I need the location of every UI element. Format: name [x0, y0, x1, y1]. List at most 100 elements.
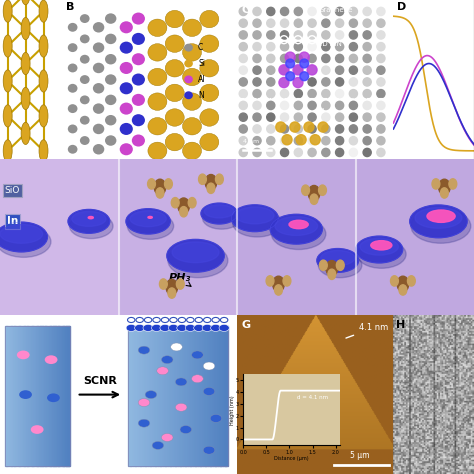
Circle shape	[307, 65, 317, 75]
Circle shape	[308, 148, 316, 156]
Text: Si: Si	[319, 108, 325, 114]
Circle shape	[3, 0, 12, 22]
Ellipse shape	[152, 441, 164, 449]
Bar	[160, 326, 163, 466]
Circle shape	[148, 44, 167, 61]
Ellipse shape	[167, 239, 224, 272]
Circle shape	[239, 31, 247, 39]
Circle shape	[294, 148, 302, 156]
Circle shape	[281, 31, 289, 39]
Circle shape	[377, 101, 385, 109]
Circle shape	[349, 7, 357, 16]
Bar	[14, 326, 17, 466]
Ellipse shape	[175, 403, 187, 411]
Bar	[128, 326, 228, 466]
Bar	[170, 326, 173, 466]
Circle shape	[308, 66, 316, 74]
Circle shape	[294, 19, 302, 27]
Bar	[11, 326, 13, 466]
Bar	[208, 326, 210, 466]
Circle shape	[294, 113, 302, 121]
Circle shape	[200, 133, 219, 151]
Text: SiO: SiO	[5, 186, 20, 195]
Circle shape	[176, 279, 184, 289]
Circle shape	[336, 125, 344, 133]
Circle shape	[159, 279, 167, 289]
Circle shape	[267, 55, 275, 63]
Circle shape	[105, 13, 117, 24]
Bar	[16, 326, 18, 466]
Bar	[57, 326, 59, 466]
Ellipse shape	[31, 425, 44, 434]
Circle shape	[349, 31, 357, 39]
Circle shape	[253, 148, 261, 156]
Circle shape	[377, 137, 385, 145]
Bar	[153, 326, 155, 466]
Ellipse shape	[145, 391, 157, 399]
Circle shape	[294, 7, 302, 16]
Circle shape	[132, 12, 145, 25]
Circle shape	[319, 260, 327, 271]
Bar	[175, 326, 178, 466]
Bar	[205, 326, 208, 466]
Circle shape	[363, 113, 371, 121]
Bar	[63, 326, 65, 466]
Circle shape	[308, 78, 316, 86]
Text: G: G	[242, 320, 251, 330]
Bar	[140, 326, 143, 466]
Bar	[150, 326, 153, 466]
Circle shape	[322, 113, 330, 121]
Bar	[356, 159, 474, 315]
Circle shape	[239, 148, 247, 156]
Circle shape	[308, 7, 316, 16]
Bar	[37, 326, 39, 466]
Circle shape	[188, 198, 196, 208]
Ellipse shape	[175, 378, 187, 386]
Bar	[198, 326, 201, 466]
Circle shape	[239, 7, 247, 16]
Circle shape	[120, 143, 133, 155]
Circle shape	[182, 19, 201, 36]
Circle shape	[363, 101, 371, 109]
Bar	[29, 326, 31, 466]
Bar	[158, 326, 161, 466]
Circle shape	[154, 179, 166, 195]
Ellipse shape	[233, 209, 282, 237]
Circle shape	[105, 34, 117, 44]
Bar	[21, 326, 23, 466]
Ellipse shape	[138, 346, 150, 354]
Bar	[173, 326, 176, 466]
Bar	[182, 326, 186, 466]
Circle shape	[294, 137, 302, 145]
Ellipse shape	[203, 387, 215, 395]
Circle shape	[93, 42, 104, 53]
Circle shape	[267, 137, 275, 145]
Ellipse shape	[45, 356, 57, 364]
Circle shape	[199, 174, 206, 184]
Circle shape	[266, 276, 274, 286]
Circle shape	[294, 55, 302, 63]
Circle shape	[182, 68, 201, 86]
Text: d = 4.1 nm: d = 4.1 nm	[297, 395, 328, 400]
Ellipse shape	[172, 242, 219, 263]
Bar	[68, 326, 70, 466]
Circle shape	[253, 7, 261, 16]
Circle shape	[68, 64, 77, 73]
Bar	[34, 326, 36, 466]
Circle shape	[349, 113, 357, 121]
Bar	[143, 326, 146, 466]
Ellipse shape	[72, 211, 106, 227]
Bar	[223, 326, 226, 466]
Circle shape	[180, 207, 188, 217]
Ellipse shape	[157, 367, 168, 375]
Bar	[135, 326, 138, 466]
Circle shape	[132, 114, 145, 126]
Ellipse shape	[0, 225, 43, 243]
Ellipse shape	[203, 362, 215, 370]
Circle shape	[239, 113, 247, 121]
Text: 5 μm: 5 μm	[350, 451, 369, 460]
Bar	[213, 326, 216, 466]
Circle shape	[440, 188, 448, 198]
Bar	[138, 326, 141, 466]
Circle shape	[80, 35, 90, 43]
